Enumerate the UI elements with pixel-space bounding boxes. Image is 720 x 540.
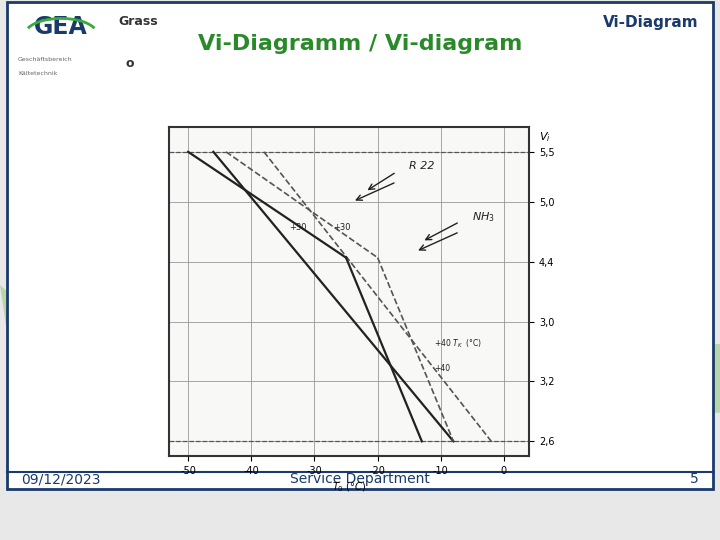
Text: NH$_3$: NH$_3$ (472, 210, 495, 224)
Text: +30: +30 (289, 222, 307, 232)
Text: Kältetechnik: Kältetechnik (18, 71, 58, 76)
Text: +30: +30 (333, 222, 351, 232)
Text: $V_i$: $V_i$ (539, 130, 550, 144)
Text: 09/12/2023: 09/12/2023 (22, 472, 101, 486)
Text: +40: +40 (434, 364, 451, 374)
Text: Service Department: Service Department (290, 472, 430, 486)
Text: GEA: GEA (35, 15, 88, 39)
Text: R 22: R 22 (409, 161, 435, 171)
Text: Vi-Diagramm / Vi-diagram: Vi-Diagramm / Vi-diagram (198, 35, 522, 55)
X-axis label: $T_0\ (°C)$: $T_0\ (°C)$ (332, 480, 366, 494)
PathPatch shape (0, 285, 245, 457)
Text: o: o (126, 57, 135, 70)
Text: Geschäftsbereich: Geschäftsbereich (18, 57, 73, 62)
Text: Grass: Grass (119, 15, 158, 28)
Text: 5: 5 (690, 472, 698, 486)
Text: Vi-Diagram: Vi-Diagram (603, 15, 698, 30)
Text: +40 $T_K$  (°C): +40 $T_K$ (°C) (434, 338, 482, 350)
PathPatch shape (446, 197, 720, 413)
